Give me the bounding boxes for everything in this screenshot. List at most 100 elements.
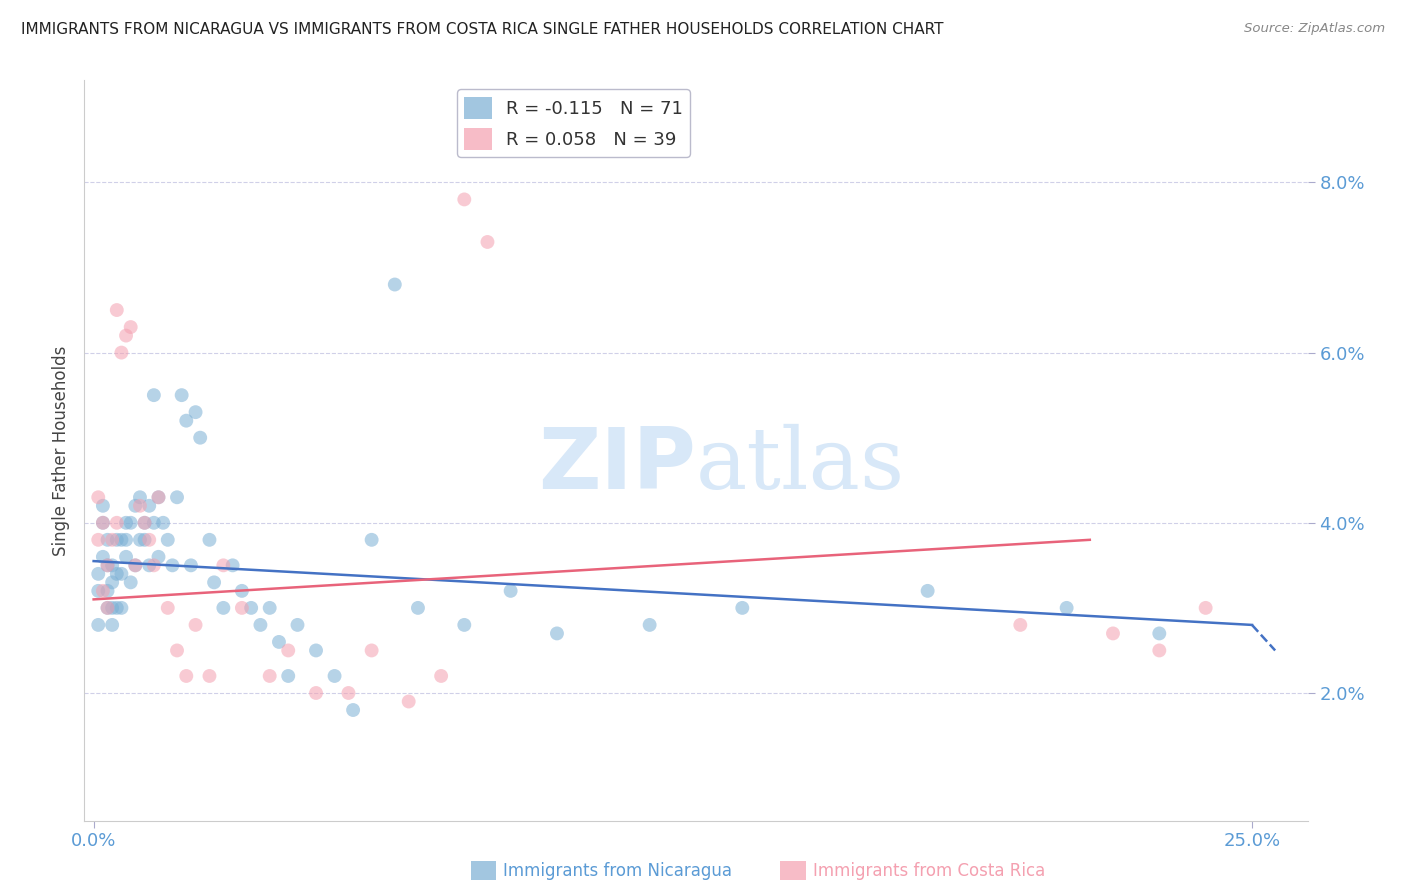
Point	[917, 583, 939, 598]
Point	[221, 558, 243, 573]
Point	[152, 516, 174, 530]
Point	[148, 549, 170, 564]
Point	[523, 107, 546, 121]
Point	[110, 533, 132, 547]
Point	[134, 533, 156, 547]
Point	[142, 516, 165, 530]
Point	[499, 583, 522, 598]
Point	[1056, 600, 1078, 615]
Text: Immigrants from Costa Rica: Immigrants from Costa Rica	[813, 862, 1045, 880]
Point	[101, 533, 124, 547]
Point	[91, 516, 114, 530]
Point	[110, 600, 132, 615]
Point	[305, 643, 328, 657]
Point	[398, 694, 420, 708]
Point	[91, 583, 114, 598]
Point	[138, 499, 160, 513]
Point	[240, 600, 263, 615]
Point	[120, 320, 142, 334]
Point	[87, 583, 110, 598]
Point	[231, 600, 253, 615]
Point	[96, 583, 118, 598]
Point	[134, 516, 156, 530]
Point	[138, 533, 160, 547]
Point	[170, 388, 193, 402]
Point	[198, 669, 221, 683]
Point	[96, 558, 118, 573]
Point	[87, 618, 110, 632]
Point	[124, 558, 146, 573]
Point	[138, 558, 160, 573]
Point	[1149, 626, 1171, 640]
Point	[277, 643, 299, 657]
Point	[184, 405, 207, 419]
Point	[198, 533, 221, 547]
Point	[1102, 626, 1125, 640]
Point	[323, 669, 346, 683]
Text: IMMIGRANTS FROM NICARAGUA VS IMMIGRANTS FROM COSTA RICA SINGLE FATHER HOUSEHOLDS: IMMIGRANTS FROM NICARAGUA VS IMMIGRANTS …	[21, 22, 943, 37]
Point	[360, 533, 382, 547]
Point	[87, 490, 110, 504]
Point	[259, 600, 281, 615]
Point	[188, 431, 211, 445]
Point	[342, 703, 364, 717]
Point	[305, 686, 328, 700]
Point	[91, 516, 114, 530]
Point	[259, 669, 281, 683]
Point	[212, 558, 235, 573]
Point	[384, 277, 406, 292]
Point	[87, 566, 110, 581]
Point	[120, 516, 142, 530]
Point	[1195, 600, 1218, 615]
Point	[120, 575, 142, 590]
Point	[453, 193, 475, 207]
Point	[105, 533, 128, 547]
Point	[105, 516, 128, 530]
Point	[115, 516, 138, 530]
Point	[105, 600, 128, 615]
Point	[124, 558, 146, 573]
Point	[96, 600, 118, 615]
Point	[453, 618, 475, 632]
Point	[96, 600, 118, 615]
Point	[101, 618, 124, 632]
Point	[105, 303, 128, 318]
Point	[115, 328, 138, 343]
Point	[546, 626, 568, 640]
Point	[166, 490, 188, 504]
Point	[87, 533, 110, 547]
Point	[105, 566, 128, 581]
Point	[101, 558, 124, 573]
Point	[1149, 643, 1171, 657]
Point	[142, 388, 165, 402]
Point	[249, 618, 271, 632]
Point	[180, 558, 202, 573]
Point	[124, 499, 146, 513]
Text: atlas: atlas	[696, 424, 905, 507]
Text: Immigrants from Nicaragua: Immigrants from Nicaragua	[503, 862, 733, 880]
Y-axis label: Single Father Households: Single Father Households	[52, 345, 70, 556]
Point	[477, 235, 499, 249]
Point	[110, 566, 132, 581]
Point	[277, 669, 299, 683]
Point	[267, 635, 290, 649]
Point	[101, 600, 124, 615]
Point	[129, 533, 152, 547]
Point	[110, 345, 132, 359]
Point	[174, 669, 197, 683]
Point	[129, 490, 152, 504]
Point	[129, 499, 152, 513]
Point	[174, 414, 197, 428]
Point	[731, 600, 754, 615]
Point	[166, 643, 188, 657]
Point	[430, 669, 453, 683]
Point	[91, 549, 114, 564]
Point	[91, 499, 114, 513]
Point	[96, 533, 118, 547]
Point	[162, 558, 184, 573]
Point	[212, 600, 235, 615]
Point	[156, 533, 179, 547]
Point	[406, 600, 429, 615]
Point	[142, 558, 165, 573]
Point	[184, 618, 207, 632]
